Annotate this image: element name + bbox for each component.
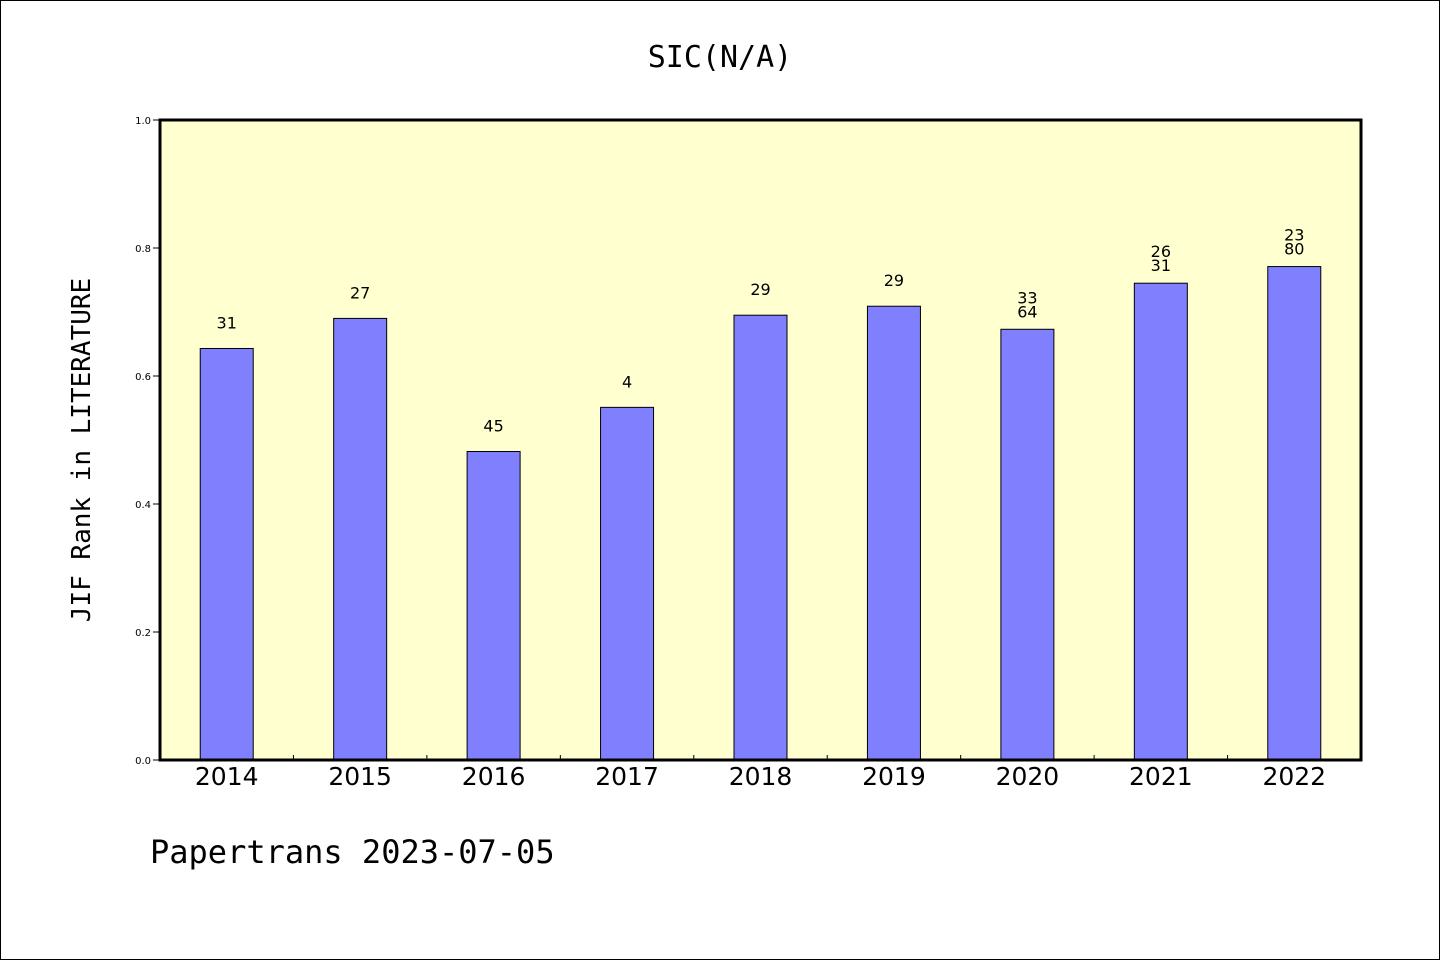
data-label: 31: [1151, 256, 1171, 275]
data-label: 4: [622, 372, 632, 391]
data-label: 27: [350, 283, 370, 302]
x-tick-label: 2022: [1262, 762, 1326, 791]
footer-stamp: Papertrans 2023-07-05: [150, 833, 555, 871]
x-tick-label: 2020: [996, 762, 1060, 791]
y-tick-label: 0.0: [135, 756, 151, 767]
data-label: 23: [1284, 226, 1304, 245]
x-tick-label: 2019: [862, 762, 926, 791]
bar: [199, 347, 254, 761]
x-tick-label: 2016: [462, 762, 526, 791]
data-label: 33: [1017, 288, 1037, 307]
data-label: 29: [884, 271, 904, 290]
y-tick-label: 0.8: [135, 244, 151, 255]
x-tick-label: 2018: [729, 762, 793, 791]
data-label: 26: [1151, 242, 1171, 261]
bar: [1267, 266, 1322, 761]
data-label: 80: [1284, 240, 1304, 259]
data-label: 31: [217, 313, 237, 332]
x-tick-label: 2015: [328, 762, 392, 791]
y-tick-label: 1.0: [135, 116, 151, 127]
bar: [733, 314, 788, 761]
bar: [1133, 282, 1188, 761]
chart-marks: 0.0 0.2 0.4 0.6 0.8 1.0 31 2014 27 2015 45 2016 4 201…: [135, 116, 1326, 791]
y-axis-label: JIF Rank in LITERATURE: [67, 278, 97, 622]
plot-border: [158, 118, 1363, 762]
y-tick-label: 0.4: [135, 500, 151, 511]
bar: [600, 406, 655, 761]
bar: [1000, 328, 1055, 761]
y-tick-label: 0.2: [135, 628, 151, 639]
x-tick-label: 2017: [595, 762, 659, 791]
bar: [466, 451, 521, 761]
y-tick-label: 0.6: [135, 372, 151, 383]
bar: [866, 305, 921, 761]
bar: [333, 317, 388, 761]
data-label: 45: [483, 417, 503, 436]
x-tick-label: 2014: [195, 762, 259, 791]
data-label: 64: [1017, 302, 1037, 321]
data-label: 29: [750, 280, 770, 299]
chart-title: SIC(N/A): [648, 40, 793, 75]
x-tick-label: 2021: [1129, 762, 1193, 791]
